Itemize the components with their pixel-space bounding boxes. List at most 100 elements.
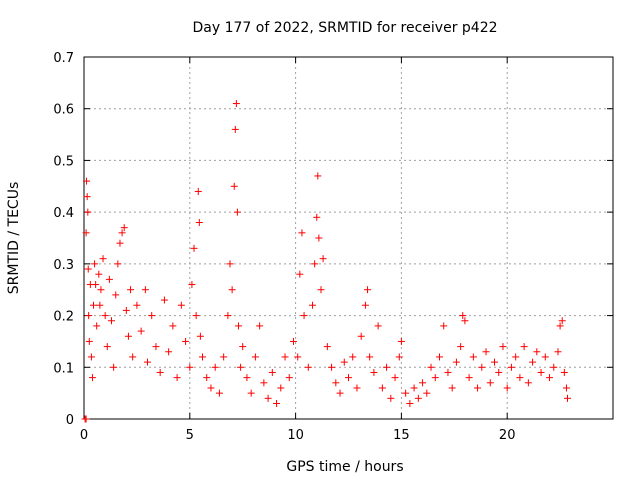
data-point: [129, 353, 137, 361]
data-point: [203, 374, 211, 382]
data-point: [211, 363, 219, 371]
plot-frame: [83, 56, 614, 420]
data-point: [323, 343, 331, 351]
data-point: [237, 363, 245, 371]
data-point: [124, 332, 132, 340]
data-point: [99, 255, 107, 263]
data-point: [452, 358, 460, 366]
data-point: [387, 394, 395, 402]
data-point: [152, 343, 160, 351]
data-point: [296, 270, 304, 278]
data-point: [520, 343, 528, 351]
data-point: [268, 368, 276, 376]
data-point: [427, 363, 435, 371]
data-point: [311, 260, 319, 268]
data-point: [317, 286, 325, 294]
data-point: [114, 260, 122, 268]
data-point: [465, 374, 473, 382]
data-point: [366, 353, 374, 361]
data-point: [353, 384, 361, 392]
data-point: [298, 229, 306, 237]
y-tick-label: 0.7: [53, 51, 74, 66]
data-point: [383, 363, 391, 371]
data-point: [156, 368, 164, 376]
data-point: [120, 224, 128, 232]
data-point: [91, 260, 99, 268]
data-point: [87, 353, 95, 361]
data-point: [391, 374, 399, 382]
data-point: [256, 322, 264, 330]
data-point: [110, 363, 118, 371]
data-point: [137, 327, 145, 335]
data-point: [512, 353, 520, 361]
data-point: [226, 260, 234, 268]
data-point: [289, 337, 297, 345]
data-point: [82, 415, 90, 423]
data-point: [231, 125, 239, 133]
data-point: [230, 182, 238, 190]
data-point: [251, 353, 259, 361]
data-point: [160, 296, 168, 304]
y-tick-label: 0.6: [53, 103, 74, 118]
y-tick-label: 0.1: [53, 361, 74, 376]
data-point: [190, 244, 198, 252]
y-axis-label: SRMTID / TECUs: [6, 182, 22, 295]
data-point: [558, 317, 566, 325]
data-point: [448, 384, 456, 392]
data-point: [84, 265, 92, 273]
y-tick-label: 0.5: [53, 154, 74, 169]
data-point: [309, 301, 317, 309]
data-point: [188, 281, 196, 289]
data-point: [546, 374, 554, 382]
data-point: [491, 358, 499, 366]
data-point: [239, 343, 247, 351]
data-point: [103, 343, 111, 351]
data-point: [116, 239, 124, 247]
data-point: [304, 363, 312, 371]
data-point: [556, 322, 564, 330]
data-point: [503, 384, 511, 392]
data-point: [173, 374, 181, 382]
x-axis-label: GPS time / hours: [286, 459, 403, 475]
data-point: [336, 389, 344, 397]
data-point: [133, 301, 141, 309]
data-point: [220, 353, 228, 361]
data-point: [260, 379, 268, 387]
data-point: [332, 379, 340, 387]
data-point: [281, 353, 289, 361]
data-point: [228, 286, 236, 294]
data-point: [273, 399, 281, 407]
data-point: [340, 358, 348, 366]
data-point: [177, 301, 185, 309]
data-point: [370, 368, 378, 376]
data-point: [101, 312, 109, 320]
data-point: [95, 270, 103, 278]
data-point: [374, 322, 382, 330]
data-point: [90, 301, 98, 309]
y-tick-label: 0.4: [53, 206, 74, 221]
data-point: [195, 218, 203, 226]
y-tick-label: 0.2: [53, 310, 74, 325]
data-point: [435, 353, 443, 361]
data-point: [402, 389, 410, 397]
data-point: [96, 301, 104, 309]
data-point: [82, 229, 90, 237]
data-point: [315, 234, 323, 242]
x-tick-label: 10: [287, 428, 304, 443]
data-point: [182, 337, 190, 345]
data-point: [364, 286, 372, 294]
data-point: [378, 384, 386, 392]
data-point: [328, 363, 336, 371]
data-point: [469, 353, 477, 361]
data-point: [444, 368, 452, 376]
data-point: [300, 312, 308, 320]
data-points: [81, 100, 572, 423]
data-point: [122, 306, 130, 314]
data-point: [319, 255, 327, 263]
data-point: [507, 363, 515, 371]
data-point: [88, 374, 96, 382]
data-point: [524, 379, 532, 387]
data-point: [234, 322, 242, 330]
data-point: [357, 332, 365, 340]
data-point: [232, 100, 240, 108]
